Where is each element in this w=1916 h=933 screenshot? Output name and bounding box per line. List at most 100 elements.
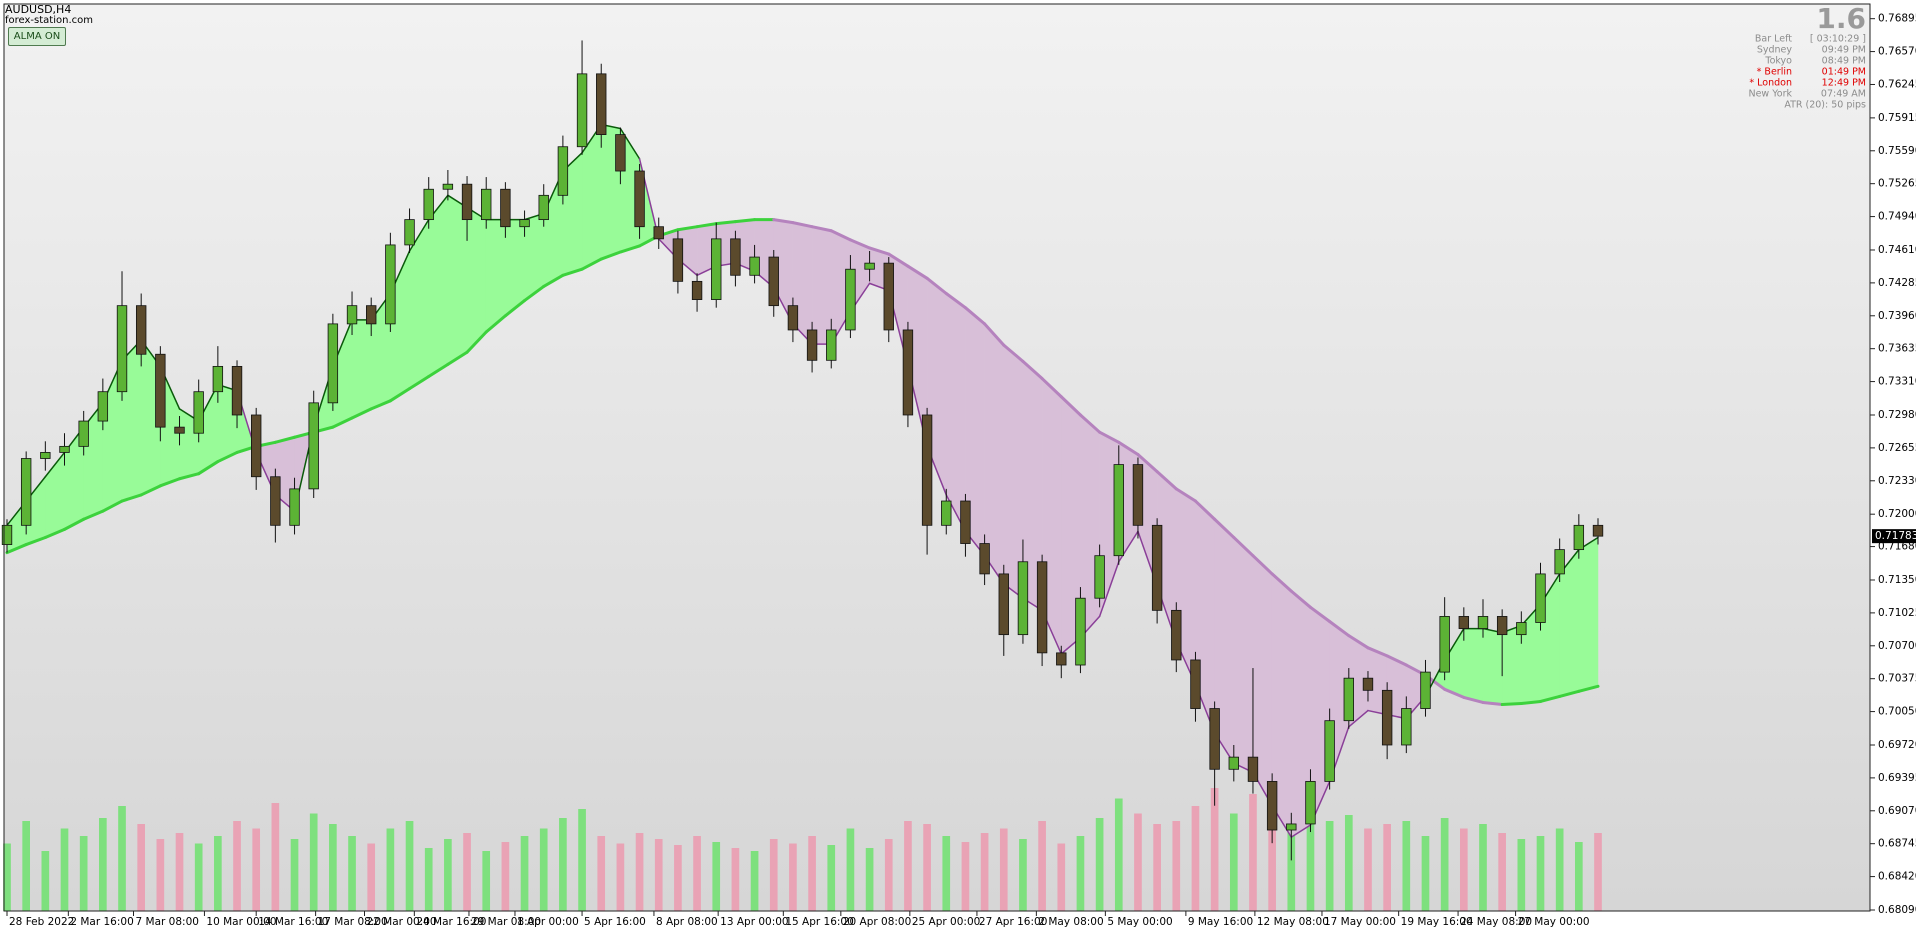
- candle-body: [442, 183, 454, 190]
- volume-bar: [1249, 794, 1257, 911]
- volume-bar: [309, 813, 318, 911]
- volume-bar: [1440, 818, 1449, 911]
- alma-slow-line: [580, 257, 603, 271]
- alma-slow-line: [503, 299, 527, 318]
- alma-slow-line: [388, 387, 412, 403]
- alma-slow-line: [1385, 654, 1408, 667]
- alma-slow-line: [676, 225, 699, 232]
- volume-bar: [750, 851, 759, 911]
- volume-bar: [999, 828, 1008, 911]
- alma-slow-line: [484, 314, 507, 334]
- volume-layer: [3, 788, 1602, 911]
- candle-body: [40, 452, 51, 459]
- volume-bar: [482, 851, 491, 911]
- alma-fill: [1463, 628, 1484, 703]
- alma-slow-line: [868, 246, 891, 256]
- x-tick-label: 20 Apr 08:00: [843, 916, 911, 928]
- y-tick-label: 0.74285: [1878, 277, 1916, 289]
- volume-bar: [1134, 813, 1142, 911]
- volume-bar: [1536, 836, 1545, 911]
- info-value: 12:49 PM: [1822, 78, 1866, 89]
- volume-bar: [1555, 828, 1564, 911]
- candle-body: [826, 329, 837, 361]
- volume-bar: [1344, 815, 1353, 911]
- alma-slow-line: [216, 450, 239, 464]
- alma-slow-line: [5, 543, 28, 555]
- alma-slow-line: [350, 407, 373, 420]
- alma-slow-line: [1500, 701, 1523, 706]
- alma-slow-line: [733, 218, 757, 224]
- volume-bar: [1421, 836, 1430, 911]
- volume-bar: [290, 839, 299, 911]
- alma-slow-line: [1558, 689, 1581, 698]
- candle-body: [1209, 708, 1220, 770]
- alma-fill: [428, 194, 449, 377]
- candle-body: [653, 226, 664, 240]
- candle-body: [1439, 616, 1450, 673]
- candle-body: [270, 476, 281, 526]
- candle-body: [366, 305, 377, 325]
- y-tick-label: 0.73635: [1878, 343, 1916, 355]
- candle-body: [193, 391, 204, 434]
- alma-toggle-button[interactable]: ALMA ON: [8, 27, 66, 46]
- volume-bar: [674, 845, 682, 911]
- volume-bar: [1210, 788, 1219, 911]
- candle-body: [1132, 464, 1144, 526]
- alma-slow-line: [43, 527, 67, 539]
- volume-bar: [1114, 798, 1123, 911]
- alma-slow-line: [925, 276, 948, 296]
- volume-bar: [654, 839, 663, 911]
- alma-slow-line: [1462, 695, 1485, 704]
- y-tick-label: 0.68745: [1878, 838, 1916, 850]
- alma-slow-line: [1174, 487, 1197, 503]
- candle-body: [327, 323, 339, 404]
- alma-fast-line: [1098, 561, 1120, 618]
- candle-body: [749, 256, 760, 276]
- volume-bar: [712, 842, 721, 911]
- x-tick-label: 17 Mar 08:00: [318, 916, 388, 928]
- candle-body: [787, 305, 799, 331]
- candle-body: [1266, 781, 1278, 831]
- volume-bar: [463, 833, 471, 911]
- candle-body: [1516, 622, 1527, 636]
- alma-fill: [447, 194, 468, 365]
- volume-bar: [1191, 806, 1200, 911]
- volume-bar: [1364, 828, 1372, 911]
- alma-slow-line: [1155, 470, 1178, 491]
- candle-body: [596, 73, 607, 135]
- alma-slow-line: [158, 477, 182, 488]
- alma-fill: [466, 207, 487, 353]
- volume-bar: [1517, 839, 1526, 911]
- candle-body: [979, 543, 990, 575]
- volume-bar: [1038, 821, 1046, 911]
- volume-bar: [405, 821, 414, 911]
- y-tick-label: 0.71025: [1878, 607, 1916, 619]
- alma-fast-line: [619, 127, 641, 160]
- candle-body: [155, 353, 166, 428]
- candle-body: [1362, 677, 1374, 691]
- alma-slow-line: [772, 218, 795, 225]
- x-tick-label: 5 May 00:00: [1107, 916, 1172, 928]
- volume-bar: [1594, 833, 1602, 911]
- alma-slow-line: [1443, 687, 1466, 699]
- alma-slow-line: [101, 499, 124, 513]
- candle-body: [998, 573, 1009, 636]
- alma-slow-line: [963, 306, 987, 326]
- volume-bar: [904, 821, 912, 911]
- alma-fill: [1578, 537, 1599, 692]
- alma-slow-line: [178, 472, 201, 481]
- alma-fast-line: [1290, 824, 1312, 838]
- x-tick-label: 12 May 08:00: [1257, 916, 1329, 928]
- alma-slow-line: [1538, 694, 1562, 703]
- volume-bar: [827, 845, 836, 911]
- candle-body: [806, 329, 818, 361]
- x-tick-label: 1 Apr 00:00: [517, 916, 579, 928]
- candle-body: [1171, 609, 1182, 661]
- volume-bar: [214, 836, 222, 911]
- alma-slow-line: [1098, 430, 1121, 444]
- candle-body: [921, 414, 933, 526]
